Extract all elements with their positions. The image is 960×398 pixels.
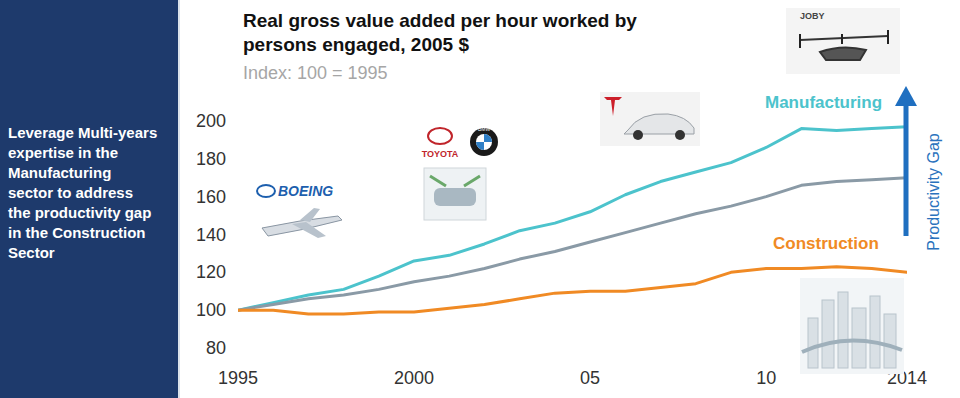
chart-root: Leverage Multi-yearsexpertise in theManu… xyxy=(0,0,960,398)
y-tick-label: 160 xyxy=(196,187,226,207)
x-tick-label: 1995 xyxy=(218,368,258,388)
x-tick-label: 05 xyxy=(580,368,600,388)
factory-robot-arms xyxy=(430,176,480,186)
gap-label: Productivity Gap xyxy=(925,133,942,250)
series-line xyxy=(238,178,907,310)
city-building xyxy=(884,314,896,368)
tesla-wheel xyxy=(633,130,643,140)
joby-image xyxy=(786,8,900,74)
series-label: Construction xyxy=(773,234,879,253)
city-building xyxy=(838,292,848,368)
bmw-emblem xyxy=(470,128,498,156)
y-tick-label: 100 xyxy=(196,300,226,320)
boeing-logo: BOEING xyxy=(278,183,333,199)
x-tick-label: 2000 xyxy=(394,368,434,388)
plot-area xyxy=(238,127,907,314)
tesla-car xyxy=(624,114,694,134)
y-tick-label: 80 xyxy=(206,338,226,358)
city-image xyxy=(800,278,904,374)
joby-rotors xyxy=(800,30,888,48)
y-tick-label: 120 xyxy=(196,262,226,282)
city-building xyxy=(822,300,834,368)
bmw-quarters xyxy=(476,134,492,150)
y-tick-label: 180 xyxy=(196,149,226,169)
bmw-logo: BMW xyxy=(478,126,491,132)
city-building xyxy=(870,296,880,368)
city-building xyxy=(808,318,818,368)
toyota-logo: TOYOTA xyxy=(422,149,459,159)
sidebar-panel xyxy=(0,0,178,398)
chart-subtitle: Index: 100 = 1995 xyxy=(243,63,388,83)
boeing-emblem xyxy=(257,185,275,197)
tesla-emblem xyxy=(604,97,622,116)
series-label: Manufacturing xyxy=(765,93,882,112)
y-tick-label: 140 xyxy=(196,225,226,245)
sidebar-text: Leverage Multi-yearsexpertise in theManu… xyxy=(8,124,157,261)
plane-wings xyxy=(292,208,326,238)
tesla-image xyxy=(600,92,700,146)
series-line xyxy=(238,267,907,314)
y-tick-label: 200 xyxy=(196,111,226,131)
gap-arrow-head xyxy=(895,86,917,106)
series-line xyxy=(238,127,907,310)
city-ring xyxy=(802,340,902,352)
factory-image xyxy=(424,168,486,220)
panel-divider xyxy=(179,0,180,398)
factory-car xyxy=(434,188,476,206)
joby-aircraft xyxy=(800,36,888,60)
joby-logo: JOBY xyxy=(800,11,825,21)
bmw-inner xyxy=(476,134,492,150)
x-tick-label: 10 xyxy=(756,368,776,388)
gap-arrow-shaft xyxy=(904,104,909,236)
city-building xyxy=(852,308,866,368)
toyota-emblem xyxy=(428,128,452,144)
chart-title: Real gross value added per hour worked b… xyxy=(243,10,637,55)
tesla-wheel xyxy=(675,130,685,140)
